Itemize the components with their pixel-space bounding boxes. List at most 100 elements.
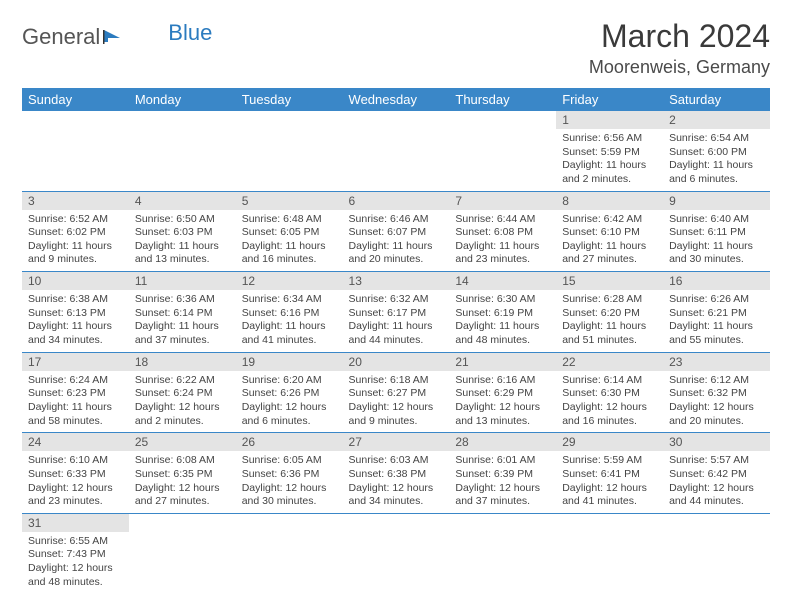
calendar-empty-cell — [129, 513, 236, 593]
weekday-header: Thursday — [449, 88, 556, 111]
daylight-label: Daylight: — [242, 401, 286, 413]
sunrise-value: 6:30 AM — [497, 293, 536, 305]
sunset-line: Sunset: 7:43 PM — [28, 548, 123, 562]
day-number: 28 — [449, 433, 556, 451]
daylight-label: Daylight: — [135, 320, 179, 332]
day-info: Sunrise: 6:50 AMSunset: 6:03 PMDaylight:… — [129, 210, 236, 272]
daylight-label: Daylight: — [455, 401, 499, 413]
daylight-label: Daylight: — [349, 401, 393, 413]
day-number: 18 — [129, 353, 236, 371]
sunset-label: Sunset: — [562, 226, 601, 238]
calendar-day-cell: 16Sunrise: 6:26 AMSunset: 6:21 PMDayligh… — [663, 272, 770, 353]
sunrise-line: Sunrise: 6:01 AM — [455, 454, 550, 468]
daylight-line: Daylight: 11 hours and 55 minutes. — [669, 320, 764, 347]
sunrise-line: Sunrise: 6:54 AM — [669, 132, 764, 146]
daylight-line: Daylight: 12 hours and 2 minutes. — [135, 401, 230, 428]
day-info: Sunrise: 6:36 AMSunset: 6:14 PMDaylight:… — [129, 290, 236, 352]
day-number: 20 — [343, 353, 450, 371]
day-info: Sunrise: 6:24 AMSunset: 6:23 PMDaylight:… — [22, 371, 129, 433]
calendar-day-cell: 11Sunrise: 6:36 AMSunset: 6:14 PMDayligh… — [129, 272, 236, 353]
sunrise-line: Sunrise: 6:40 AM — [669, 213, 764, 227]
calendar-day-cell: 14Sunrise: 6:30 AMSunset: 6:19 PMDayligh… — [449, 272, 556, 353]
daylight-line: Daylight: 11 hours and 44 minutes. — [349, 320, 444, 347]
calendar-day-cell: 23Sunrise: 6:12 AMSunset: 6:32 PMDayligh… — [663, 352, 770, 433]
sunrise-value: 6:03 AM — [390, 454, 429, 466]
day-number: 27 — [343, 433, 450, 451]
day-info: Sunrise: 6:52 AMSunset: 6:02 PMDaylight:… — [22, 210, 129, 272]
daylight-line: Daylight: 11 hours and 9 minutes. — [28, 240, 123, 267]
sunrise-label: Sunrise: — [669, 132, 710, 144]
day-info: Sunrise: 6:20 AMSunset: 6:26 PMDaylight:… — [236, 371, 343, 433]
sunset-value: 6:10 PM — [601, 226, 640, 238]
daylight-line: Daylight: 11 hours and 41 minutes. — [242, 320, 337, 347]
sunrise-line: Sunrise: 6:34 AM — [242, 293, 337, 307]
day-number: 25 — [129, 433, 236, 451]
sunrise-value: 6:54 AM — [711, 132, 750, 144]
sunrise-label: Sunrise: — [562, 293, 603, 305]
sunrise-line: Sunrise: 6:12 AM — [669, 374, 764, 388]
day-info: Sunrise: 5:59 AMSunset: 6:41 PMDaylight:… — [556, 451, 663, 513]
calendar-day-cell: 15Sunrise: 6:28 AMSunset: 6:20 PMDayligh… — [556, 272, 663, 353]
sunset-label: Sunset: — [669, 146, 708, 158]
calendar-day-cell: 3Sunrise: 6:52 AMSunset: 6:02 PMDaylight… — [22, 191, 129, 272]
daylight-label: Daylight: — [242, 482, 286, 494]
calendar-day-cell: 12Sunrise: 6:34 AMSunset: 6:16 PMDayligh… — [236, 272, 343, 353]
sunset-value: 6:26 PM — [280, 387, 319, 399]
day-info: Sunrise: 6:34 AMSunset: 6:16 PMDaylight:… — [236, 290, 343, 352]
logo-text-blue: Blue — [168, 20, 212, 46]
daylight-line: Daylight: 12 hours and 16 minutes. — [562, 401, 657, 428]
sunrise-line: Sunrise: 5:57 AM — [669, 454, 764, 468]
day-number: 10 — [22, 272, 129, 290]
sunset-line: Sunset: 6:27 PM — [349, 387, 444, 401]
sunrise-line: Sunrise: 6:55 AM — [28, 535, 123, 549]
sunrise-line: Sunrise: 6:30 AM — [455, 293, 550, 307]
day-info: Sunrise: 6:40 AMSunset: 6:11 PMDaylight:… — [663, 210, 770, 272]
sunset-line: Sunset: 6:36 PM — [242, 468, 337, 482]
sunset-label: Sunset: — [669, 468, 708, 480]
sunset-label: Sunset: — [562, 146, 601, 158]
sunset-label: Sunset: — [349, 468, 388, 480]
sunrise-line: Sunrise: 6:05 AM — [242, 454, 337, 468]
day-number: 30 — [663, 433, 770, 451]
sunset-label: Sunset: — [135, 307, 174, 319]
sunrise-label: Sunrise: — [455, 213, 496, 225]
sunset-label: Sunset: — [28, 468, 67, 480]
sunset-label: Sunset: — [28, 387, 67, 399]
sunrise-label: Sunrise: — [349, 213, 390, 225]
sunrise-value: 6:20 AM — [283, 374, 322, 386]
sunrise-label: Sunrise: — [669, 213, 710, 225]
sunset-value: 6:00 PM — [708, 146, 747, 158]
day-info: Sunrise: 6:12 AMSunset: 6:32 PMDaylight:… — [663, 371, 770, 433]
sunrise-line: Sunrise: 6:10 AM — [28, 454, 123, 468]
daylight-label: Daylight: — [242, 320, 286, 332]
sunrise-label: Sunrise: — [28, 374, 69, 386]
sunset-line: Sunset: 6:03 PM — [135, 226, 230, 240]
sunrise-value: 6:36 AM — [176, 293, 215, 305]
day-info: Sunrise: 6:22 AMSunset: 6:24 PMDaylight:… — [129, 371, 236, 433]
calendar-empty-cell — [343, 111, 450, 191]
day-number: 17 — [22, 353, 129, 371]
daylight-line: Daylight: 12 hours and 13 minutes. — [455, 401, 550, 428]
day-info: Sunrise: 6:55 AMSunset: 7:43 PMDaylight:… — [22, 532, 129, 594]
daylight-label: Daylight: — [28, 482, 72, 494]
page-title: March 2024 — [589, 18, 770, 55]
daylight-line: Daylight: 11 hours and 20 minutes. — [349, 240, 444, 267]
daylight-line: Daylight: 12 hours and 27 minutes. — [135, 482, 230, 509]
daylight-label: Daylight: — [669, 401, 713, 413]
sunrise-line: Sunrise: 6:24 AM — [28, 374, 123, 388]
daylight-label: Daylight: — [349, 320, 393, 332]
daylight-line: Daylight: 12 hours and 44 minutes. — [669, 482, 764, 509]
sunrise-label: Sunrise: — [135, 374, 176, 386]
sunset-label: Sunset: — [562, 468, 601, 480]
sunrise-line: Sunrise: 6:18 AM — [349, 374, 444, 388]
day-number: 16 — [663, 272, 770, 290]
sunrise-value: 6:44 AM — [497, 213, 536, 225]
daylight-label: Daylight: — [562, 320, 606, 332]
calendar-week-row: 1Sunrise: 6:56 AMSunset: 5:59 PMDaylight… — [22, 111, 770, 191]
calendar-table: SundayMondayTuesdayWednesdayThursdayFrid… — [22, 88, 770, 593]
sunset-label: Sunset: — [349, 307, 388, 319]
daylight-line: Daylight: 12 hours and 48 minutes. — [28, 562, 123, 589]
sunrise-line: Sunrise: 6:16 AM — [455, 374, 550, 388]
day-info: Sunrise: 6:38 AMSunset: 6:13 PMDaylight:… — [22, 290, 129, 352]
daylight-line: Daylight: 12 hours and 30 minutes. — [242, 482, 337, 509]
